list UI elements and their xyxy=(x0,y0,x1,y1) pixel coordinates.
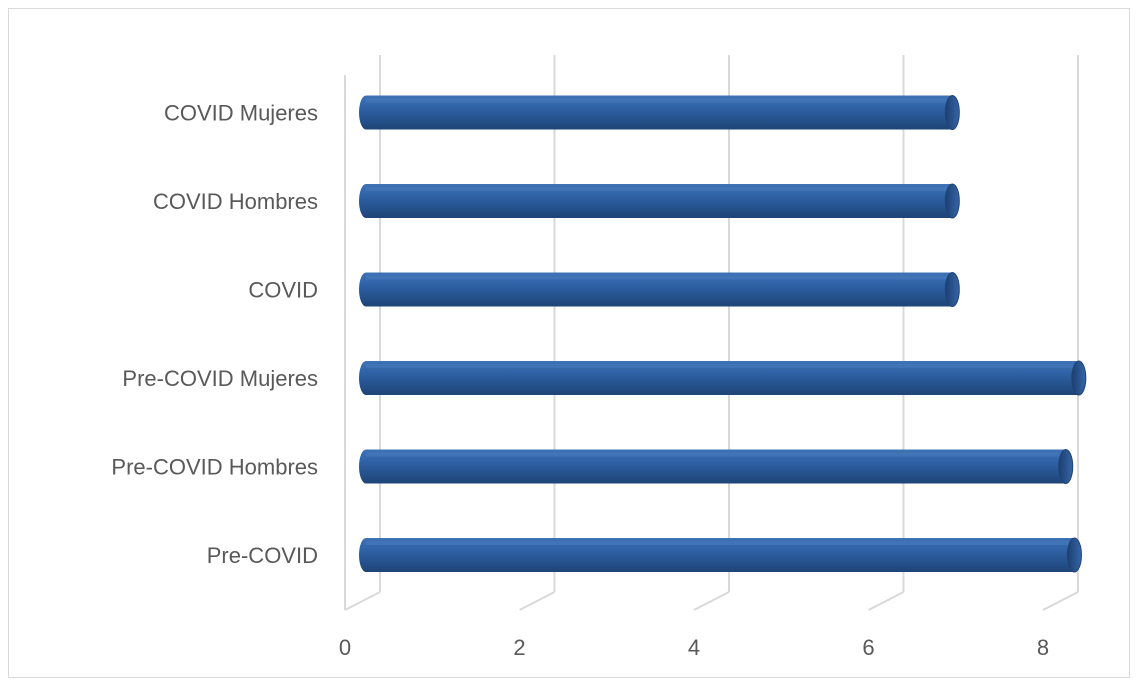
bar-highlight xyxy=(366,98,953,103)
floor-gridline-8 xyxy=(1042,591,1079,611)
bar-end-cap xyxy=(944,272,960,307)
bar-body xyxy=(359,449,1066,484)
bar-body xyxy=(359,272,953,307)
category-label: Pre-COVID Hombres xyxy=(111,455,318,480)
bar xyxy=(359,449,1074,484)
category-label: Pre-COVID Mujeres xyxy=(122,366,318,391)
bar-end-cap xyxy=(1058,449,1074,484)
bar-body xyxy=(359,361,1079,395)
bar xyxy=(359,272,960,307)
x-axis-tick-labels: 0 2 4 6 8 xyxy=(339,635,1049,660)
bar-end-cap xyxy=(1071,360,1087,396)
bar xyxy=(359,360,1087,396)
x-tick-label: 0 xyxy=(339,635,351,660)
bars xyxy=(359,95,1087,573)
bar-end-cap xyxy=(944,183,960,219)
floor-gridline-2 xyxy=(519,591,555,611)
bar-highlight xyxy=(366,541,1075,545)
bar-body xyxy=(359,95,953,130)
floor-gridline-4 xyxy=(693,591,730,611)
bar xyxy=(359,537,1082,573)
floor-gridline-0 xyxy=(344,591,381,611)
category-label: COVID Mujeres xyxy=(164,101,318,126)
bar-highlight xyxy=(366,452,1066,457)
bar-body xyxy=(359,538,1075,572)
bar-end-cap xyxy=(944,95,960,130)
bar xyxy=(359,183,960,219)
x-tick-label: 2 xyxy=(513,635,525,660)
bar-highlight xyxy=(366,275,953,280)
bar-highlight xyxy=(366,364,1079,368)
bar-highlight xyxy=(366,187,953,191)
bar xyxy=(359,95,960,130)
bar-end-cap xyxy=(1066,537,1082,573)
gridlines xyxy=(344,55,1079,611)
category-labels: Pre-COVID Pre-COVID Hombres Pre-COVID Muje… xyxy=(111,101,318,569)
x-tick-label: 8 xyxy=(1037,635,1049,660)
x-tick-label: 4 xyxy=(688,635,700,660)
category-label: COVID Hombres xyxy=(153,189,318,214)
category-label: COVID xyxy=(248,278,318,303)
bar-body xyxy=(359,184,953,218)
x-tick-label: 6 xyxy=(862,635,874,660)
category-label: Pre-COVID xyxy=(207,543,318,568)
floor-gridline-6 xyxy=(868,591,904,611)
